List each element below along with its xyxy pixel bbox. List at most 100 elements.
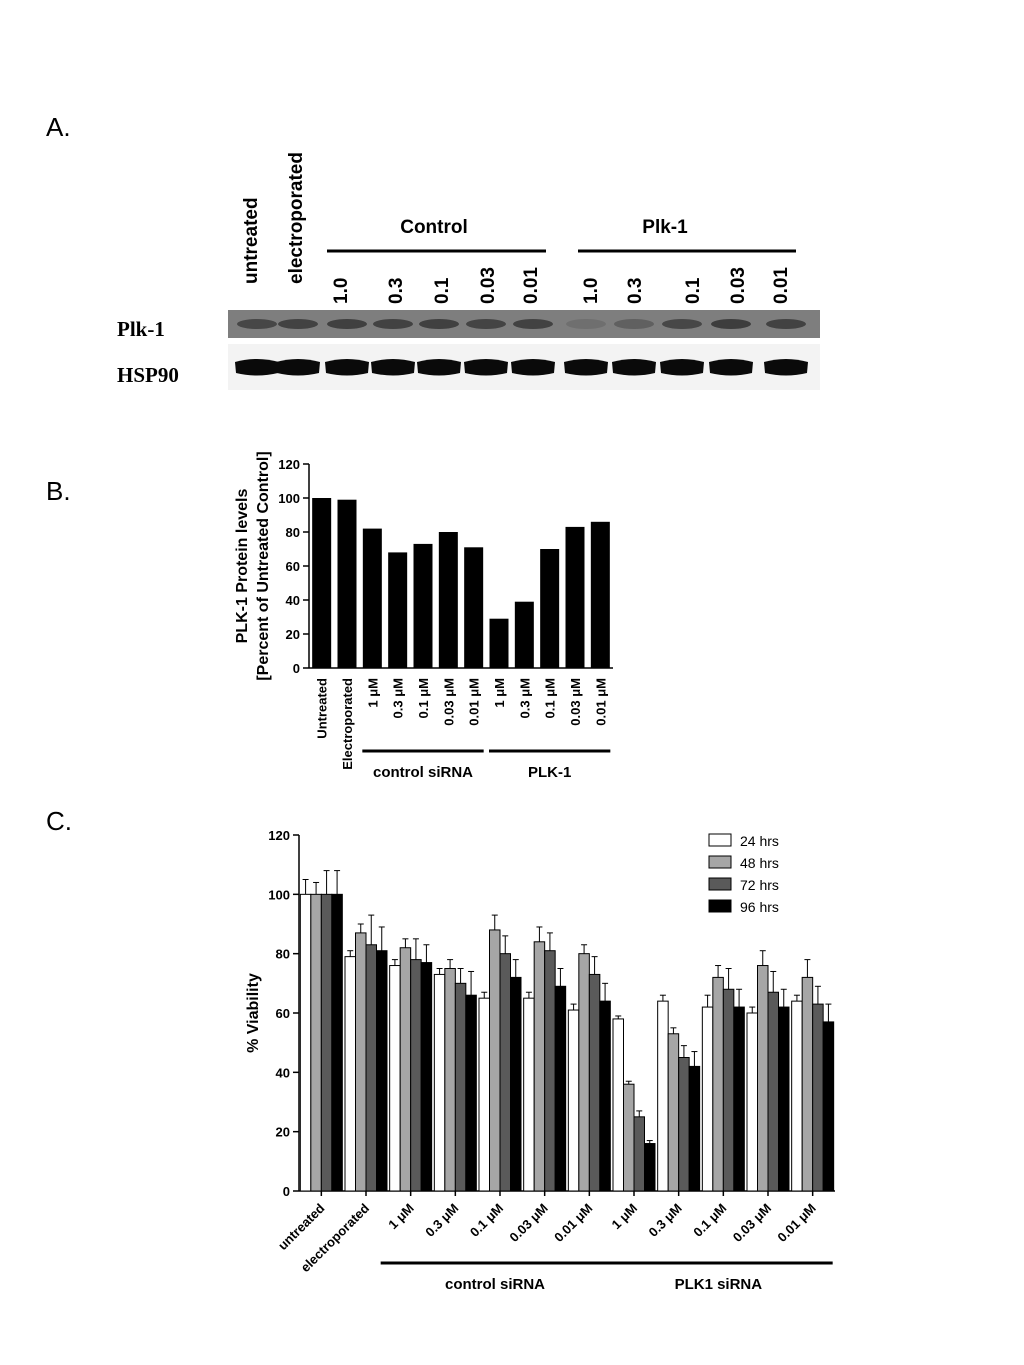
chart-c-group-label: PLK1 siRNA [675,1276,763,1293]
chart-b-bar [337,499,357,668]
chart-c-bar [644,1143,656,1192]
chart-c-bar [599,1000,611,1192]
chart-c-x-tick-label: 0.3 μM [646,1201,685,1240]
chart-b-y-axis-title: [Percent of Untreated Control] [255,451,272,680]
plk1-band [614,319,654,329]
chart-c-bar [612,1018,624,1192]
plk1-band [566,319,606,329]
blot-lane-header: electroporated [286,152,307,284]
blot-group-header: Plk-1 [642,217,688,238]
hsp90-band [417,359,461,376]
chart-c-bar [320,893,333,1192]
chart-c-bar [746,1012,758,1192]
chart-c-bar [365,944,377,1192]
plk1-band [711,319,751,329]
chart-c-bar [667,1033,680,1192]
chart-c-bar [465,994,477,1192]
chart-c-y-tick-label: 80 [276,947,290,962]
chart-c-bar [822,1021,835,1192]
chart-b-bar [413,543,433,668]
blot-concentration-label: 0.1 [432,277,453,304]
panel-a-label: A. [46,112,71,142]
chart-b-bar [388,552,408,668]
chart-c-x-tick-label: 0.1 μM [690,1201,729,1240]
chart-c-bar [355,932,367,1192]
chart-b-bar [438,532,458,668]
chart-c-y-axis-title: % Viability [245,973,262,1053]
panel-b-label: B. [46,476,71,506]
chart-c-legend-swatch [708,877,732,891]
chart-c-bar [767,991,779,1192]
plk1-band [327,319,367,329]
chart-c-bar [688,1065,701,1192]
blot-concentration-label: 0.03 [728,267,749,304]
blot-row-label: HSP90 [117,363,179,387]
chart-c-bar [588,973,601,1192]
chart-c-bar [623,1083,635,1192]
chart-c-y-tick-label: 120 [268,828,290,843]
hsp90-band [371,359,415,376]
panel-c-label: C. [46,806,72,836]
hsp90-band [276,359,320,376]
chart-c-bar [310,893,322,1192]
hsp90-band [464,359,508,376]
plk1-band [373,319,413,329]
chart-c-bar [489,929,501,1192]
chart-c-bar [733,1006,745,1192]
chart-c-bar [778,1006,790,1192]
chart-b-bar [540,549,560,668]
chart-c-x-tick-label: 0.01 μM [774,1201,818,1245]
chart-b-bar [464,547,484,668]
chart-c-x-tick-label: 0.01 μM [551,1201,595,1245]
chart-b-bar [514,601,534,668]
hsp90-band [564,359,608,376]
chart-c-bar [554,985,567,1192]
blot-concentration-label: 0.01 [521,267,542,304]
hsp90-band [325,359,369,376]
chart-c-bar [812,1003,824,1192]
blot-row-label: Plk-1 [117,317,165,341]
blot-concentration-label: 1.0 [581,278,602,304]
chart-b-y-tick-label: 0 [293,661,300,676]
chart-b-bar [565,526,585,668]
chart-c-legend-label: 24 hrs [740,833,779,849]
blot-concentration-label: 0.01 [771,267,792,304]
chart-c-bar [544,950,556,1192]
blot-group-header: Control [400,217,468,238]
chart-b-x-tick-label: 0.3 μM [517,678,532,718]
chart-b-x-tick-label: 1 μM [492,678,507,708]
chart-b-y-tick-label: 60 [286,559,300,574]
chart-c-y-tick-label: 40 [276,1065,290,1080]
chart-c-bar [478,997,490,1192]
hsp90-band [709,359,753,376]
chart-c-bar [433,973,446,1192]
plk1-band [419,319,459,329]
blot-concentration-label: 0.1 [683,277,704,304]
chart-c-x-tick-label: 1 μM [609,1201,641,1233]
chart-b-group-label: control siRNA [373,764,473,781]
blot-concentration-label: 0.3 [625,278,646,304]
chart-c-x-tick-label: 0.03 μM [506,1201,550,1245]
blot-concentration-label: 1.0 [331,278,352,304]
chart-b-x-tick-label: 1 μM [365,678,380,708]
chart-b-bar [312,498,332,668]
chart-b-y-tick-label: 20 [286,627,300,642]
chart-c-x-tick-label: 1 μM [385,1201,417,1233]
chart-b-bar [590,521,610,668]
chart-b-x-tick-label: Untreated [315,678,330,739]
chart-c-bar [454,982,467,1192]
plk1-band [278,319,318,329]
chart-c-bar [801,976,814,1192]
chart-c-x-tick-label: 0.3 μM [422,1201,461,1240]
chart-c-group-label: control siRNA [445,1276,545,1293]
chart-c-y-tick-label: 0 [283,1184,290,1199]
chart-c-bar [499,953,511,1192]
chart-b-x-tick-label: 0.03 μM [568,678,583,726]
hsp90-band [764,359,808,376]
chart-c-y-tick-label: 60 [276,1006,290,1021]
chart-b-x-tick-label: Electroporated [340,678,355,770]
chart-c-bar [510,976,522,1192]
chart-c-bar [444,968,456,1192]
chart-c-bar [701,1006,714,1192]
hsp90-band [660,359,704,376]
